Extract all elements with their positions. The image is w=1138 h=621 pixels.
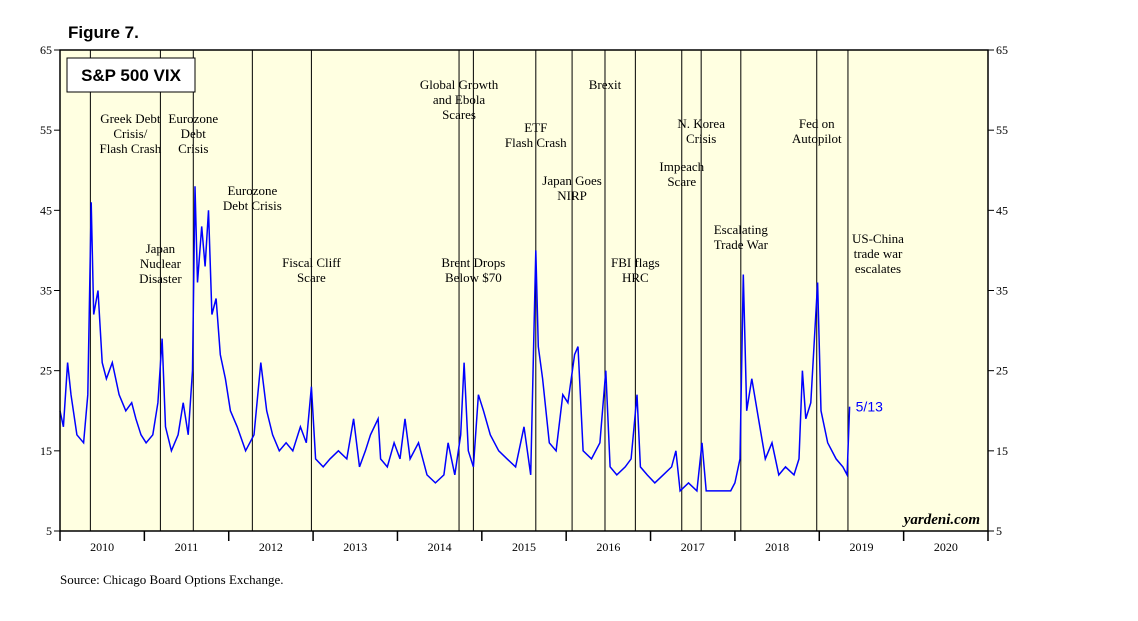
x-tick-label: 2019: [849, 540, 873, 554]
x-tick-label: 2017: [681, 540, 705, 554]
event-label: N. Korea: [677, 116, 725, 131]
x-tick-label: 2012: [259, 540, 283, 554]
source: Source: Chicago Board Options Exchange.: [60, 572, 283, 587]
y2-tick-label: 55: [996, 123, 1008, 137]
event-label: Crisis: [178, 141, 208, 156]
event-label: Escalating: [714, 222, 769, 237]
y-tick-label: 55: [40, 123, 52, 137]
y2-tick-label: 5: [996, 524, 1002, 538]
x-tick-label: 2014: [428, 540, 452, 554]
plot-background: [60, 50, 988, 531]
vix-line: [59, 186, 851, 493]
chart-label: S&P 500 VIX: [81, 66, 182, 85]
event-label: escalates: [855, 261, 901, 276]
event-label: Below $70: [445, 270, 502, 285]
event-label: Eurozone: [168, 111, 218, 126]
event-label: FBI flags: [611, 255, 660, 270]
last-value-label: 5/13: [856, 399, 883, 415]
x-tick-label: 2011: [175, 540, 199, 554]
event-label: trade war: [854, 246, 903, 261]
event-label: Trade War: [714, 237, 769, 252]
event-label: NIRP: [557, 188, 587, 203]
event-label: Scare: [297, 270, 326, 285]
event-label: Japan Goes: [542, 173, 602, 188]
y2-tick-label: 15: [996, 444, 1008, 458]
y2-tick-label: 25: [996, 364, 1008, 378]
y-tick-label: 45: [40, 203, 52, 217]
y-tick-label: 5: [46, 524, 52, 538]
event-label: Brent Drops: [441, 255, 505, 270]
event-label: Brexit: [589, 77, 622, 92]
y2-tick-label: 45: [996, 203, 1008, 217]
event-label: Fiscal Cliff: [282, 255, 341, 270]
event-label: Autopilot: [792, 131, 842, 146]
x-tick-label: 2010: [90, 540, 114, 554]
watermark: yardeni.com: [902, 512, 980, 528]
event-label: Fed on: [799, 116, 835, 131]
y2-tick-label: 35: [996, 284, 1008, 298]
event-label: US-China: [852, 231, 904, 246]
event-label: HRC: [622, 270, 649, 285]
x-tick-label: 2013: [343, 540, 367, 554]
event-label: Crisis: [686, 131, 716, 146]
y2-tick-label: 65: [996, 43, 1008, 57]
event-label: Disaster: [139, 271, 182, 286]
event-label: Japan: [146, 241, 176, 256]
chart-title: Figure 7.: [68, 23, 139, 42]
event-label: Eurozone: [227, 183, 277, 198]
x-tick-label: 2018: [765, 540, 789, 554]
event-label: Flash Crash: [99, 141, 161, 156]
event-label: Impeach: [659, 159, 704, 174]
event-label: Flash Crash: [505, 135, 567, 150]
y-tick-label: 35: [40, 284, 52, 298]
y-tick-label: 25: [40, 364, 52, 378]
event-label: Nuclear: [140, 256, 182, 271]
event-label: Debt Crisis: [223, 198, 282, 213]
event-label: Scare: [667, 174, 696, 189]
event-label: and Ebola: [433, 92, 486, 107]
x-tick-label: 2020: [934, 540, 958, 554]
event-label: Global Growth: [420, 77, 499, 92]
y-tick-label: 15: [40, 444, 52, 458]
event-label: Crisis/: [113, 126, 147, 141]
x-tick-label: 2015: [512, 540, 536, 554]
y-tick-label: 65: [40, 43, 52, 57]
event-label: Debt: [181, 126, 207, 141]
event-label: Greek Debt: [100, 111, 161, 126]
x-tick-label: 2016: [596, 540, 620, 554]
event-label: ETF: [524, 120, 547, 135]
event-label: Scares: [442, 107, 476, 122]
label-box: [66, 57, 196, 93]
